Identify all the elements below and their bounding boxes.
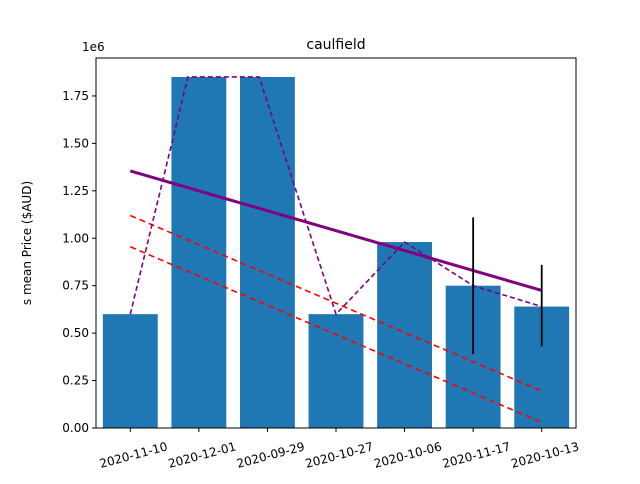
x-tick-label: 2020-10-13	[509, 439, 580, 471]
x-tick-label: 2020-10-27	[304, 439, 375, 471]
bar-2020-11-10	[102, 314, 158, 428]
x-tick-label: 2020-12-01	[167, 439, 238, 471]
bar-2020-09-29	[240, 76, 295, 428]
x-tick-label: 2020-11-17	[441, 439, 512, 471]
y-tick-label: 0.50	[62, 326, 89, 340]
bar-2020-10-06	[377, 242, 432, 428]
y-tick-label: 0.25	[62, 374, 89, 388]
y-axis-label: s mean Price ($AUD)	[20, 181, 34, 305]
bars-layer	[102, 76, 570, 428]
x-tick-label: 2020-11-10	[98, 439, 169, 471]
y-tick-label: 1.50	[62, 136, 89, 150]
error-bars-layer	[472, 217, 543, 354]
y-tick-label: 1.75	[62, 89, 89, 103]
y-tick-label: 1.00	[62, 231, 89, 245]
y-tick-label: 0.00	[62, 421, 89, 435]
y-tick-label: 1.25	[62, 184, 89, 198]
x-axis: 2020-11-102020-12-012020-09-292020-10-27…	[98, 428, 580, 471]
band-line-1	[129, 214, 543, 392]
x-tick-label: 2020-09-29	[235, 439, 306, 471]
chart-title: caulfield	[306, 37, 365, 53]
band-line-2	[129, 246, 543, 424]
x-tick-label: 2020-10-06	[372, 439, 443, 471]
y-offset-label: 1e6	[82, 40, 105, 54]
y-tick-label: 0.75	[62, 279, 89, 293]
y-axis: 0.00 0.25 0.50 0.75 1.00 1.25 1.50 1.75	[62, 89, 96, 435]
bar-2020-10-27	[308, 314, 364, 428]
